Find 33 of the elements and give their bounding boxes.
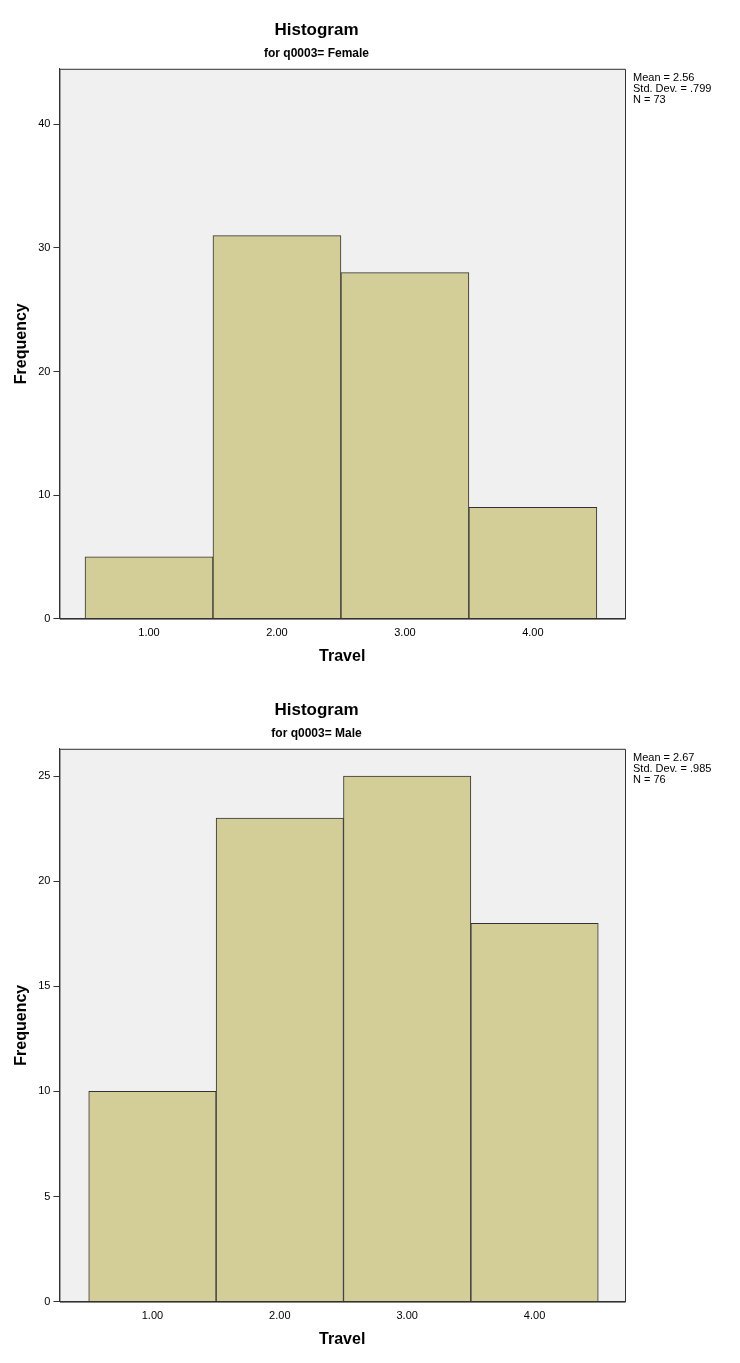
y-tick-label: 30 [38, 240, 51, 253]
text: Mean = 2.56 [633, 71, 695, 84]
y-tick-label: 10 [38, 1084, 51, 1097]
x-axis-title: Travel [319, 646, 366, 664]
text: N = 76 [633, 773, 666, 786]
x-axis-title: Travel [319, 1329, 366, 1347]
chart-subtitle: for q0003= Female [263, 45, 370, 60]
y-tick-label: 0 [44, 1294, 51, 1307]
y-tick-label: 10 [38, 488, 51, 501]
chart-title: Histogram [274, 19, 359, 39]
x-tick-label: 2.00 [266, 626, 288, 639]
text: Std. Dev. = .985 [633, 762, 712, 775]
x-tick-label: 3.00 [394, 626, 416, 639]
text: Mean = 2.67 [633, 751, 695, 764]
x-tick-label: 1.00 [141, 1309, 164, 1322]
y-tick-label: 25 [38, 769, 51, 782]
y-axis-title: Frequency [12, 984, 30, 1066]
x-tick-label: 2.00 [269, 1309, 291, 1322]
y-tick-label: 5 [44, 1189, 51, 1202]
x-tick-label: 1.00 [138, 626, 160, 639]
x-tick-label: 4.00 [522, 626, 544, 639]
x-tick-label: 3.00 [396, 1309, 418, 1322]
y-tick-label: 20 [38, 364, 51, 377]
y-tick-label: 0 [44, 611, 51, 624]
y-axis-title: Frequency [12, 303, 30, 385]
chart-title: Histogram [274, 699, 359, 719]
y-tick-label: 20 [38, 874, 51, 887]
chart-subtitle: for q0003= Male [271, 725, 363, 740]
text: Std. Dev. = .799 [633, 82, 712, 95]
y-tick-label: 15 [38, 979, 51, 992]
x-tick-label: 4.00 [523, 1309, 546, 1322]
y-tick-label: 40 [38, 117, 51, 130]
text: N = 73 [633, 93, 666, 106]
